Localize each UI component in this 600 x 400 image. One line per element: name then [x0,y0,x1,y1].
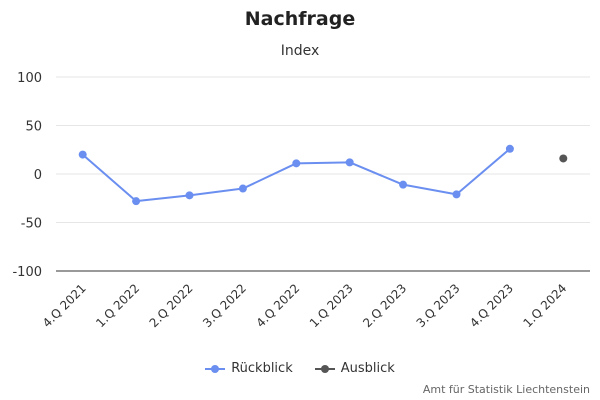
legend-item-ausblick[interactable]: Ausblick [314,361,395,376]
credits-text[interactable]: Amt für Statistik Liechtenstein [422,383,590,396]
legend-line-symbol [205,363,226,375]
y-tick-label: -50 [21,217,42,232]
series-line [82,148,511,203]
legend-label: Rückblick [231,361,293,376]
data-point [399,180,408,189]
x-tick-label: 4.Q 2023 [467,281,516,330]
data-point [132,197,141,206]
data-point [559,154,568,163]
y-tick-label: 100 [17,71,42,86]
series-ausblick [559,154,568,163]
legend: Rückblick Ausblick [0,361,600,376]
x-tick-label: 3.Q 2023 [414,281,463,330]
chart-title: Nachfrage [244,8,356,30]
legend-line-symbol [314,363,335,375]
y-tick-label: 0 [34,168,42,183]
legend-label: Ausblick [340,361,395,376]
y-axis-ticks: 100 50 0 -50 -100 [12,71,42,280]
x-tick-label: 2.Q 2023 [360,281,409,330]
x-tick-label: 1.Q 2024 [520,281,569,330]
x-tick-label: 2.Q 2022 [147,281,196,330]
x-tick-label: 4.Q 2022 [253,281,302,330]
chart-subtitle: Index [280,43,320,59]
x-tick-label: 1.Q 2023 [307,281,356,330]
data-point [292,159,301,168]
y-tick-label: -100 [12,265,42,280]
series-rueckblick [78,144,514,206]
series-layer [78,144,568,206]
legend-item-rueckblick[interactable]: Rückblick [205,361,293,376]
x-tick-label: 4.Q 2021 [40,281,89,330]
data-point [345,158,354,167]
gridlines [56,76,590,272]
y-tick-label: 50 [25,120,42,135]
x-tick-label: 3.Q 2022 [200,281,249,330]
data-point [505,144,514,153]
data-point [78,150,87,159]
x-tick-label: 1.Q 2022 [93,281,142,330]
x-axis-ticks: 4.Q 2021 1.Q 2022 2.Q 2022 3.Q 2022 4.Q 2022… [40,281,570,330]
data-point [452,190,461,199]
data-point [238,184,247,193]
data-point [185,191,194,200]
